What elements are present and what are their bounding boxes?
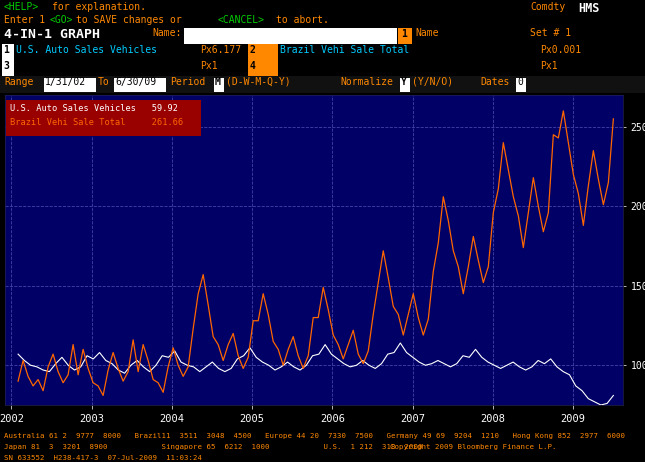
- Text: SN 633552  H238-417-3  07-Jul-2009  11:03:24: SN 633552 H238-417-3 07-Jul-2009 11:03:2…: [4, 455, 202, 461]
- Text: Dates: Dates: [480, 77, 510, 87]
- Bar: [0, 44, 645, 76]
- Text: To: To: [98, 77, 110, 87]
- Bar: [516, 78, 526, 92]
- Text: Japan 81  3  3201  8900            Singapore 65  6212  1000            U.S.  1 2: Japan 81 3 3201 8900 Singapore 65 6212 1…: [4, 444, 422, 450]
- Text: Name: Name: [415, 28, 439, 38]
- Bar: [214, 78, 224, 92]
- Text: Comdty: Comdty: [530, 2, 565, 12]
- Text: 6/30/09: 6/30/09: [115, 77, 156, 87]
- Text: Px1: Px1: [200, 61, 217, 71]
- Text: U.S. Auto Sales Vehicles   59.92: U.S. Auto Sales Vehicles 59.92: [10, 103, 178, 113]
- Text: <CANCEL>: <CANCEL>: [218, 15, 265, 25]
- Bar: [248, 60, 278, 76]
- Text: 1: 1: [3, 45, 9, 55]
- Text: (Y/N/O): (Y/N/O): [412, 77, 453, 87]
- Bar: [184, 28, 397, 44]
- Text: Name:: Name:: [152, 28, 181, 38]
- Text: for explanation.: for explanation.: [52, 2, 146, 12]
- Text: 2: 2: [250, 45, 256, 55]
- Text: 3: 3: [3, 61, 9, 71]
- Text: Brazil Vehi Sale Total     261.66: Brazil Vehi Sale Total 261.66: [10, 118, 183, 127]
- Text: HMS: HMS: [578, 2, 599, 15]
- FancyBboxPatch shape: [6, 100, 201, 136]
- Bar: [2, 44, 14, 60]
- Text: <GO>: <GO>: [50, 15, 74, 25]
- Text: 1/31/02: 1/31/02: [45, 77, 86, 87]
- Text: Px6.177: Px6.177: [200, 45, 241, 55]
- Text: to SAVE changes or: to SAVE changes or: [76, 15, 182, 25]
- Bar: [114, 78, 166, 92]
- Text: Range: Range: [4, 77, 34, 87]
- Text: 0: 0: [517, 77, 523, 87]
- Text: Enter 1: Enter 1: [4, 15, 45, 25]
- Text: Set # 1: Set # 1: [530, 28, 571, 38]
- Text: Y: Y: [401, 77, 407, 87]
- Text: Normalize: Normalize: [340, 77, 393, 87]
- Bar: [44, 78, 96, 92]
- Text: 4: 4: [250, 61, 256, 71]
- Text: 1: 1: [401, 29, 407, 39]
- Bar: [2, 60, 14, 76]
- Text: U.S. Auto Sales Vehicles: U.S. Auto Sales Vehicles: [16, 45, 157, 55]
- Text: M: M: [215, 77, 221, 87]
- Text: (D-W-M-Q-Y): (D-W-M-Q-Y): [226, 77, 291, 87]
- Bar: [400, 78, 410, 92]
- Text: to abort.: to abort.: [276, 15, 329, 25]
- Text: <HELP>: <HELP>: [4, 2, 39, 12]
- Text: Px1: Px1: [540, 61, 558, 71]
- Text: Period: Period: [170, 77, 205, 87]
- Bar: [0, 76, 645, 93]
- Bar: [248, 44, 278, 60]
- Text: Brazil Vehi Sale Total: Brazil Vehi Sale Total: [280, 45, 409, 55]
- Text: Px0.001: Px0.001: [540, 45, 581, 55]
- Text: 4-IN-1 GRAPH: 4-IN-1 GRAPH: [4, 28, 100, 41]
- Text: Australia 61 2  9777  8000   Brazil11  3511  3048  4500   Europe 44 20  7330  75: Australia 61 2 9777 8000 Brazil11 3511 3…: [4, 433, 625, 439]
- Text: Copyright 2009 Bloomberg Finance L.P.: Copyright 2009 Bloomberg Finance L.P.: [390, 444, 557, 450]
- Bar: [398, 28, 412, 44]
